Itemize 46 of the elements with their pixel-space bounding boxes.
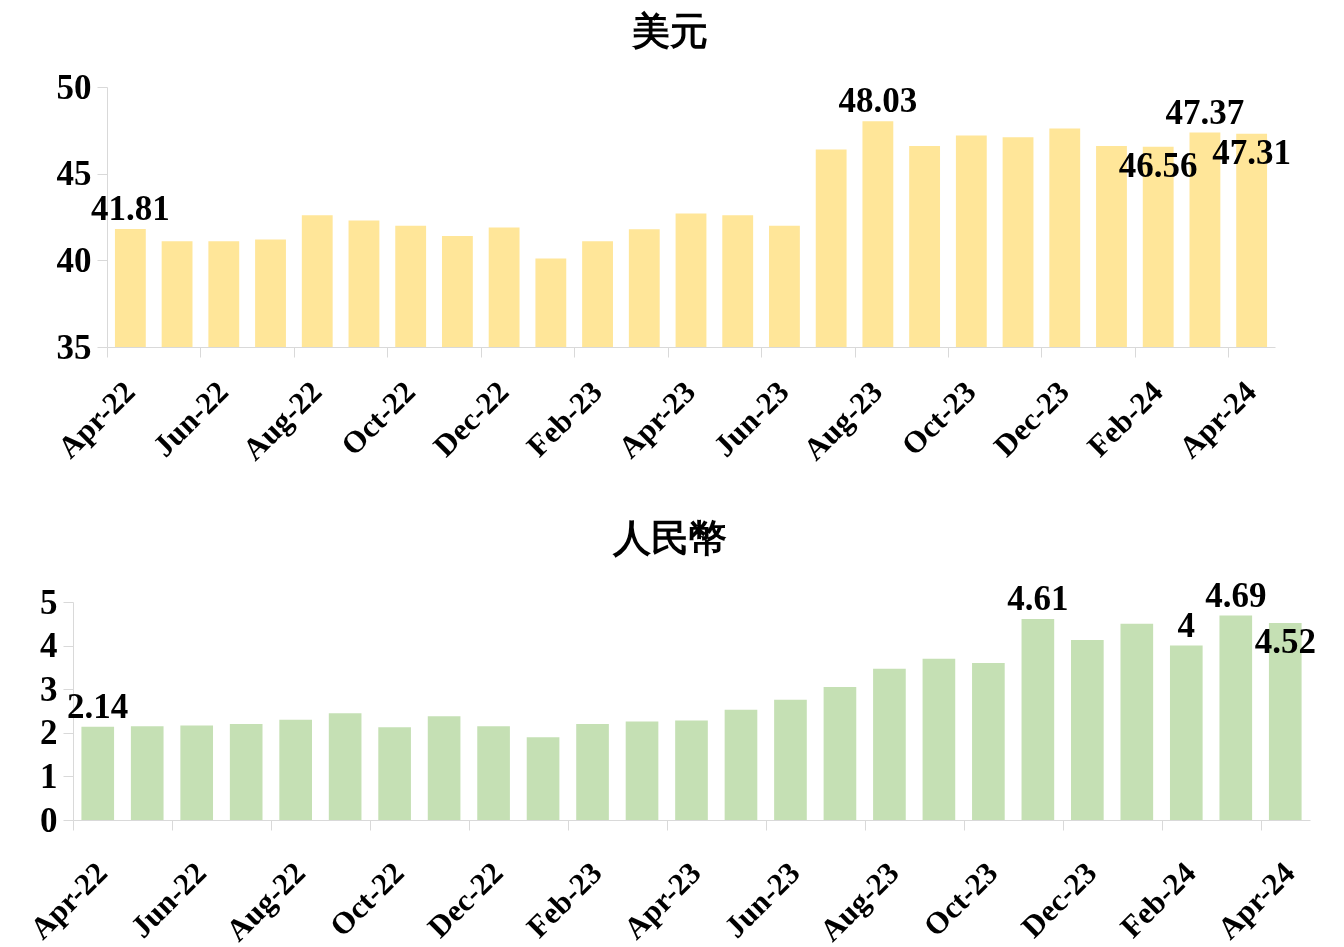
data-label: 48.03 [838,81,918,121]
bar [1021,619,1055,820]
bar [328,713,362,820]
bar [130,726,164,820]
bar [427,716,461,820]
bar [477,726,510,820]
y-tick-label: 0 [40,800,58,840]
data-label: 4.61 [1007,579,1069,618]
y-tick-label: 40 [56,240,92,280]
data-label: 4 [1177,605,1196,645]
bar [1071,639,1104,820]
bar [229,724,263,820]
data-label: 2.14 [67,686,129,726]
y-tick-label: 2 [40,713,58,753]
bar [81,726,115,820]
bar [1169,645,1203,820]
bar [774,699,807,820]
y-tick-label: 45 [56,154,92,194]
bar [378,727,411,820]
y-tick-label: 3 [40,669,58,709]
data-label: 46.56 [1118,145,1198,185]
data-label: 41.81 [90,188,170,228]
data-label: 4.52 [1254,621,1316,661]
bar [1219,615,1253,820]
y-tick-label: 5 [40,582,58,622]
bar [922,658,956,820]
bar [625,721,659,820]
bar [823,687,857,820]
bar [1120,623,1154,820]
bar [526,737,560,820]
bar [724,709,758,820]
y-tick-label: 4 [40,626,58,666]
data-label: 4.69 [1205,575,1267,615]
y-tick-label: 1 [40,756,58,796]
bar [873,668,906,820]
data-label: 47.37 [1165,92,1245,132]
bar [279,719,312,820]
chart-title: 美元 [631,10,708,52]
data-label: 47.31 [1212,132,1292,172]
bar [180,725,214,820]
bar [675,720,708,820]
chart-title: 人民幣 [612,516,727,559]
y-tick-label: 50 [56,67,92,107]
bar [972,663,1005,820]
y-tick-label: 35 [56,327,92,367]
bar [576,724,609,820]
